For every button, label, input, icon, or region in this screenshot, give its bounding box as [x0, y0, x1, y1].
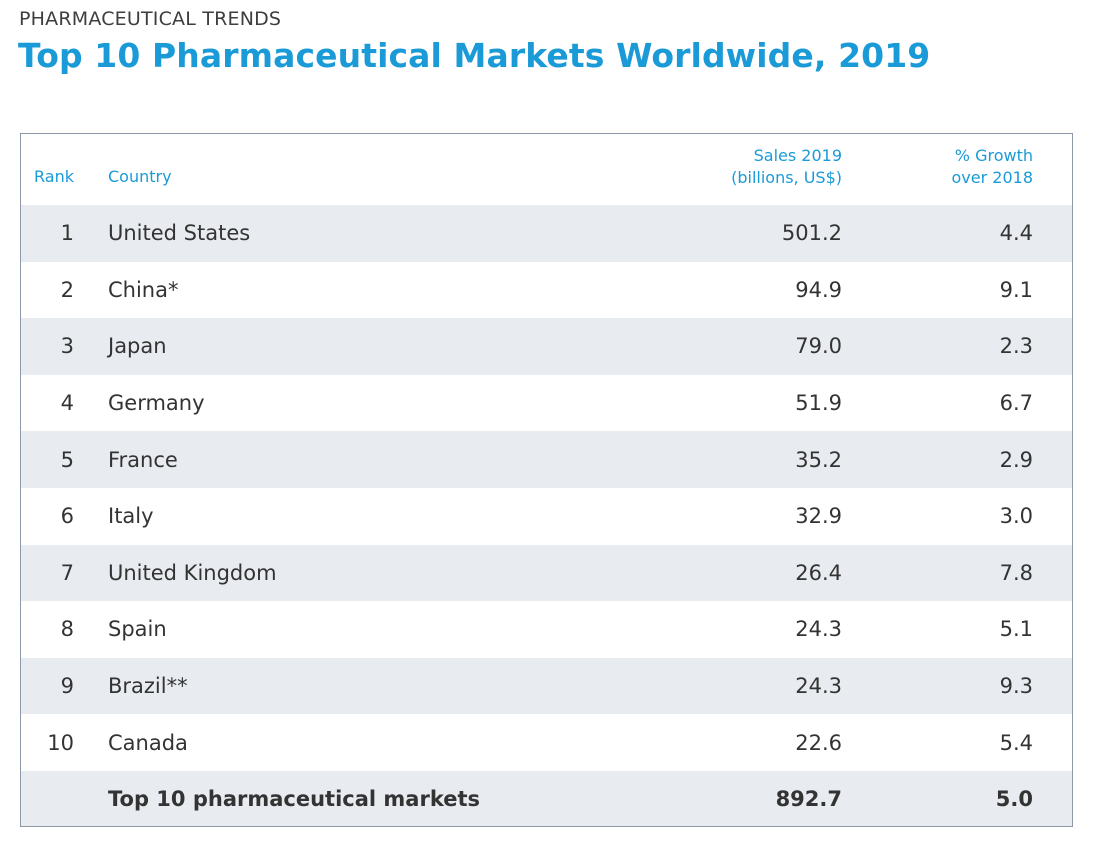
country-cell: France	[108, 447, 178, 472]
rank-cell: 8	[60, 617, 74, 642]
column-header-sales-line1: Sales 2019	[753, 146, 842, 165]
sales-cell: 35.2	[795, 447, 842, 472]
growth-cell: 5.1	[999, 617, 1033, 642]
sales-cell: 501.2	[781, 221, 842, 246]
table-row: 3 Japan 79.0 2.3	[21, 318, 1072, 375]
table-body: 1 United States 501.2 4.4 2 China* 94.9 …	[21, 205, 1072, 826]
total-label: Top 10 pharmaceutical markets	[108, 787, 481, 812]
sales-cell: 22.6	[795, 730, 842, 755]
sales-cell: 26.4	[795, 560, 842, 585]
country-cell: Spain	[108, 617, 167, 642]
table-row: 6 Italy 32.9 3.0	[21, 487, 1072, 545]
table-row: 9 Brazil** 24.3 9.3	[21, 657, 1072, 715]
sales-cell: 79.0	[795, 334, 842, 359]
rank-cell: 4	[60, 391, 74, 416]
table-total-row: Top 10 pharmaceutical markets 892.7 5.0	[21, 770, 1072, 826]
markets-table: Rank Country Sales 2019 (billions, US$) …	[20, 133, 1073, 827]
table-row: 4 Germany 51.9 6.7	[21, 374, 1072, 432]
column-header-country: Country	[108, 167, 172, 186]
column-header-rank: Rank	[34, 167, 74, 186]
growth-cell: 3.0	[999, 504, 1033, 529]
sales-cell: 24.3	[795, 674, 842, 699]
growth-cell: 9.3	[999, 674, 1033, 699]
country-cell: United Kingdom	[108, 560, 277, 585]
growth-cell: 5.4	[999, 730, 1033, 755]
rank-cell: 3	[60, 334, 74, 359]
growth-cell: 4.4	[999, 221, 1033, 246]
column-header-growth-line2: over 2018	[951, 168, 1033, 187]
rank-cell: 6	[60, 504, 74, 529]
table-row: 8 Spain 24.3 5.1	[21, 601, 1072, 658]
table-row: 5 France 35.2 2.9	[21, 431, 1072, 488]
rank-cell: 5	[60, 447, 74, 472]
total-growth: 5.0	[995, 787, 1033, 812]
table-row: 10 Canada 22.6 5.4	[21, 714, 1072, 771]
rank-cell: 2	[60, 277, 74, 302]
sales-cell: 51.9	[795, 391, 842, 416]
country-cell: China*	[108, 277, 179, 302]
column-header-sales-line2: (billions, US$)	[731, 168, 842, 187]
rank-cell: 10	[47, 730, 74, 755]
growth-cell: 6.7	[999, 391, 1033, 416]
rank-cell: 1	[60, 221, 74, 246]
growth-cell: 2.9	[999, 447, 1033, 472]
total-sales: 892.7	[775, 787, 842, 812]
sales-cell: 24.3	[795, 617, 842, 642]
table-header: Rank Country Sales 2019 (billions, US$) …	[21, 134, 1072, 205]
country-cell: Italy	[108, 504, 154, 529]
column-header-growth: % Growth over 2018	[952, 145, 1033, 189]
column-header-sales: Sales 2019 (billions, US$)	[731, 145, 842, 189]
rank-cell: 9	[60, 674, 74, 699]
column-header-growth-line1: % Growth	[954, 146, 1033, 165]
country-cell: Japan	[108, 334, 167, 359]
growth-cell: 2.3	[999, 334, 1033, 359]
table-row: 7 United Kingdom 26.4 7.8	[21, 544, 1072, 602]
growth-cell: 7.8	[999, 560, 1033, 585]
sales-cell: 32.9	[795, 504, 842, 529]
sales-cell: 94.9	[795, 277, 842, 302]
rank-cell: 7	[60, 560, 74, 585]
table-row: 1 United States 501.2 4.4	[21, 205, 1072, 262]
growth-cell: 9.1	[999, 277, 1033, 302]
section-eyebrow: PHARMACEUTICAL TRENDS	[19, 8, 282, 30]
table-row: 2 China* 94.9 9.1	[21, 261, 1072, 319]
country-cell: Germany	[108, 391, 205, 416]
country-cell: Canada	[108, 730, 188, 755]
country-cell: Brazil**	[108, 674, 188, 699]
country-cell: United States	[108, 221, 251, 246]
page-title: Top 10 Pharmaceutical Markets Worldwide,…	[18, 36, 931, 75]
